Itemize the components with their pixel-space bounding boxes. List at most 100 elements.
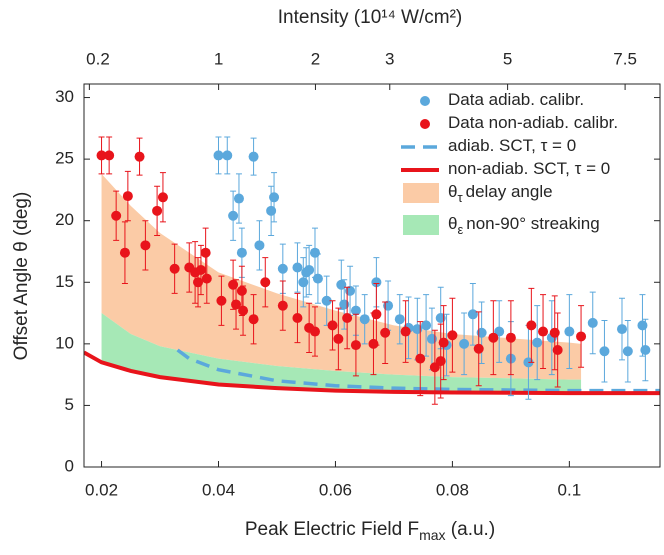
point	[412, 324, 423, 335]
point	[233, 193, 244, 204]
data-point	[254, 220, 265, 271]
data-point	[342, 286, 353, 350]
x-tick-label: 0.02	[85, 480, 118, 499]
data-point	[438, 305, 449, 381]
data-point	[359, 294, 370, 345]
point	[622, 346, 633, 357]
point	[476, 327, 487, 338]
point	[526, 320, 537, 331]
point	[415, 353, 426, 364]
point	[549, 327, 560, 338]
legend-symbol: θ	[448, 182, 457, 201]
data-point	[447, 297, 458, 373]
data-point	[231, 279, 242, 330]
point	[438, 337, 449, 348]
data-point	[277, 280, 288, 331]
data-point	[119, 221, 130, 285]
point	[552, 345, 563, 356]
point	[248, 314, 259, 325]
data-point	[213, 136, 224, 175]
data-point	[327, 300, 338, 351]
data-point	[122, 170, 133, 222]
data-point	[222, 136, 233, 175]
point	[236, 247, 247, 258]
data-point	[152, 185, 163, 236]
legend-name: adiab. SCT, τ = 0	[448, 136, 576, 155]
data-point	[564, 294, 575, 369]
legend-name: Data non-adiab. calibr.	[448, 113, 618, 132]
data-point	[622, 319, 633, 383]
legend-label: non-adiab. SCT, τ = 0	[448, 159, 610, 178]
data-point	[552, 312, 563, 388]
point	[277, 263, 288, 274]
point	[488, 332, 499, 343]
x2-tick-label: 7.5	[613, 49, 637, 68]
data-point	[333, 307, 344, 371]
point	[228, 210, 239, 221]
data-point	[467, 283, 478, 346]
point	[538, 326, 549, 337]
legend-name: Data adiab. calibr.	[448, 90, 584, 109]
point	[435, 356, 446, 367]
x2-tick-label: 1	[214, 49, 223, 68]
legend-label: adiab. SCT, τ = 0	[448, 136, 576, 155]
data-point	[169, 243, 180, 294]
data-point	[371, 257, 382, 308]
data-point	[134, 137, 145, 176]
point	[200, 247, 211, 258]
data-point	[292, 292, 303, 344]
x-axis-label-unit: (a.u.)	[446, 519, 496, 540]
data-point	[400, 300, 411, 363]
data-point	[157, 172, 168, 223]
x-tick-label: 0.04	[202, 480, 235, 499]
point	[312, 273, 323, 284]
x2-tick-label: 5	[503, 49, 512, 68]
point	[473, 343, 484, 354]
point	[447, 330, 458, 341]
legend-swatch	[403, 183, 439, 203]
data-point	[104, 136, 115, 175]
x-axis-label-sub: max	[419, 527, 445, 543]
x2-tick-label: 3	[385, 49, 394, 68]
point	[467, 309, 478, 320]
point	[309, 326, 320, 337]
data-point	[304, 244, 315, 296]
point	[304, 264, 315, 275]
x2-tick-label: 0.2	[86, 49, 110, 68]
data-point	[380, 301, 391, 365]
point	[336, 279, 347, 290]
point	[195, 264, 206, 275]
data-point	[233, 173, 244, 224]
point	[104, 150, 115, 161]
y-tick-label: 25	[55, 149, 74, 168]
point	[260, 277, 271, 288]
point	[637, 320, 648, 331]
data-point	[383, 280, 394, 331]
x-axis-label: Peak Electric Field Fmax (a.u.)	[245, 519, 495, 543]
point	[459, 338, 470, 349]
legend-label: Data adiab. calibr.	[448, 90, 584, 109]
point	[122, 191, 133, 202]
point	[309, 247, 320, 258]
point	[599, 346, 610, 357]
point	[193, 277, 204, 288]
y-axis-label: Offset Angle θ (deg)	[11, 192, 32, 361]
point	[228, 279, 239, 290]
point	[350, 340, 361, 351]
curve	[176, 348, 660, 393]
point	[426, 333, 437, 344]
point	[201, 273, 212, 284]
legend-name: non-adiab. SCT, τ = 0	[448, 159, 610, 178]
band-area	[101, 173, 582, 380]
y-tick-label: 0	[65, 456, 74, 475]
data-point	[488, 300, 499, 376]
data-point	[201, 253, 212, 304]
data-point	[459, 312, 470, 376]
point	[213, 150, 224, 161]
point	[321, 295, 332, 306]
legend-label: θε non-90° streaking	[448, 214, 600, 237]
y-tick-label: 5	[65, 395, 74, 414]
data-point	[228, 190, 239, 241]
data-point	[140, 220, 151, 271]
